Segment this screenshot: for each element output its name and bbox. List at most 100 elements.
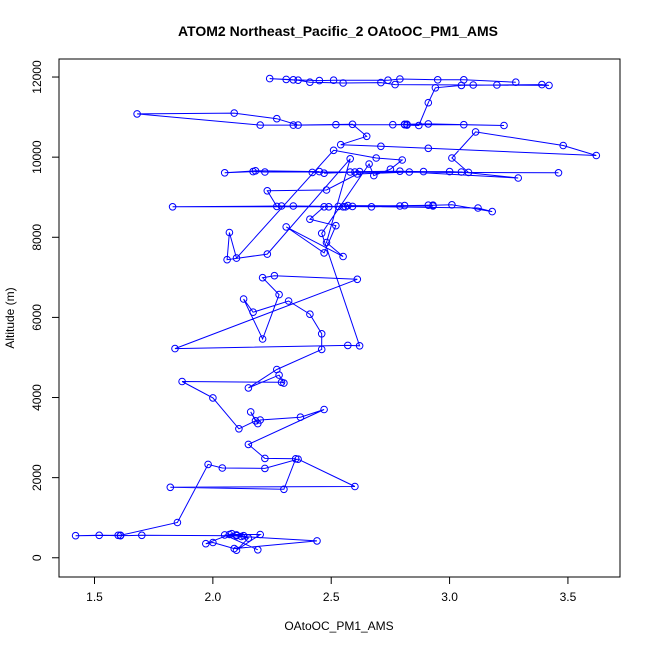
data-point — [391, 80, 399, 89]
plot-frame — [58, 58, 621, 578]
data-point — [315, 167, 324, 176]
data-point — [171, 344, 179, 353]
data-point — [230, 544, 238, 553]
data-point — [400, 201, 409, 210]
data-point — [500, 121, 508, 130]
data-point — [244, 534, 253, 542]
data-point — [265, 74, 274, 83]
data-point — [348, 120, 357, 129]
data-point — [317, 330, 326, 338]
data-point — [346, 168, 355, 176]
data-point — [554, 169, 563, 177]
data-point — [514, 174, 523, 182]
data-point — [396, 202, 404, 210]
data-point — [433, 76, 442, 84]
data-point — [289, 76, 298, 84]
y-tick-label: 8000 — [30, 224, 44, 251]
y-tick-label: 2000 — [30, 464, 44, 491]
data-point — [239, 531, 248, 540]
data-point — [270, 271, 279, 280]
data-point — [223, 255, 231, 264]
data-point — [415, 121, 423, 130]
data-point — [178, 377, 186, 386]
x-axis-label: OAtoOC_PM1_AMS — [284, 619, 393, 633]
data-point — [445, 167, 454, 176]
data-point — [261, 464, 269, 473]
data-point — [325, 203, 333, 211]
data-point — [232, 546, 241, 555]
data-point — [429, 202, 437, 210]
data-point — [424, 98, 433, 107]
data-point — [332, 221, 340, 230]
data-point — [339, 203, 347, 211]
data-point — [488, 207, 497, 216]
y-tick-label: 12000 — [30, 60, 44, 94]
y-tick-label: 10000 — [30, 140, 44, 174]
data-point — [225, 530, 234, 539]
y-tick-label: 6000 — [30, 304, 44, 331]
x-tick-label: 1.5 — [86, 590, 103, 604]
data-point — [306, 78, 314, 86]
data-point — [116, 531, 125, 540]
data-point — [344, 201, 352, 210]
data-point — [218, 464, 227, 472]
data-point — [204, 460, 212, 469]
data-point — [460, 76, 468, 84]
y-tick-label: 0 — [30, 554, 44, 561]
data-point — [256, 530, 265, 539]
data-point — [71, 531, 80, 540]
data-point — [339, 252, 347, 261]
data-point — [308, 168, 317, 177]
data-point — [261, 168, 269, 176]
data-point — [284, 297, 293, 305]
data-point — [448, 154, 456, 162]
data-point — [334, 202, 343, 211]
data-point — [353, 275, 362, 284]
data-point — [592, 151, 601, 160]
data-point — [370, 171, 378, 180]
data-point — [273, 365, 281, 374]
y-axis: 0 2000 4000 6000 8000 10000 12000 — [30, 60, 60, 561]
data-point — [377, 78, 385, 87]
data-point — [344, 341, 352, 350]
data-point — [289, 121, 298, 129]
data-point — [471, 128, 480, 136]
data-point — [282, 223, 291, 231]
data-point — [291, 455, 300, 463]
data-point — [294, 121, 302, 129]
data-point — [351, 168, 359, 176]
data-point — [294, 76, 302, 84]
series-lines — [75, 78, 597, 551]
data-point — [351, 482, 359, 491]
data-point — [114, 531, 122, 540]
data-point — [220, 531, 229, 539]
data-point — [280, 379, 288, 387]
data-point — [173, 518, 182, 527]
data-point — [263, 250, 272, 258]
data-point — [424, 201, 433, 209]
data-point — [249, 308, 257, 317]
data-point — [386, 165, 395, 173]
data-point — [320, 405, 328, 414]
data-point — [306, 215, 314, 223]
data-point — [545, 81, 553, 90]
data-point — [317, 229, 326, 238]
data-point — [396, 167, 404, 175]
data-point — [230, 109, 238, 117]
data-point — [377, 142, 385, 151]
chart-title: ATOM2 Northeast_Pacific_2 OAtoOC_PM1_AMS — [178, 23, 498, 39]
data-point — [372, 154, 381, 162]
data-point — [209, 538, 217, 547]
data-point — [396, 75, 404, 83]
data-point — [235, 425, 243, 433]
data-point — [424, 120, 433, 128]
data-point — [166, 483, 175, 492]
data-point — [246, 408, 255, 416]
data-point — [296, 413, 305, 422]
data-point — [244, 384, 253, 392]
data-point — [95, 531, 103, 540]
data-point — [464, 168, 473, 177]
data-point — [277, 202, 286, 210]
data-point — [273, 114, 281, 123]
data-point — [313, 537, 321, 545]
